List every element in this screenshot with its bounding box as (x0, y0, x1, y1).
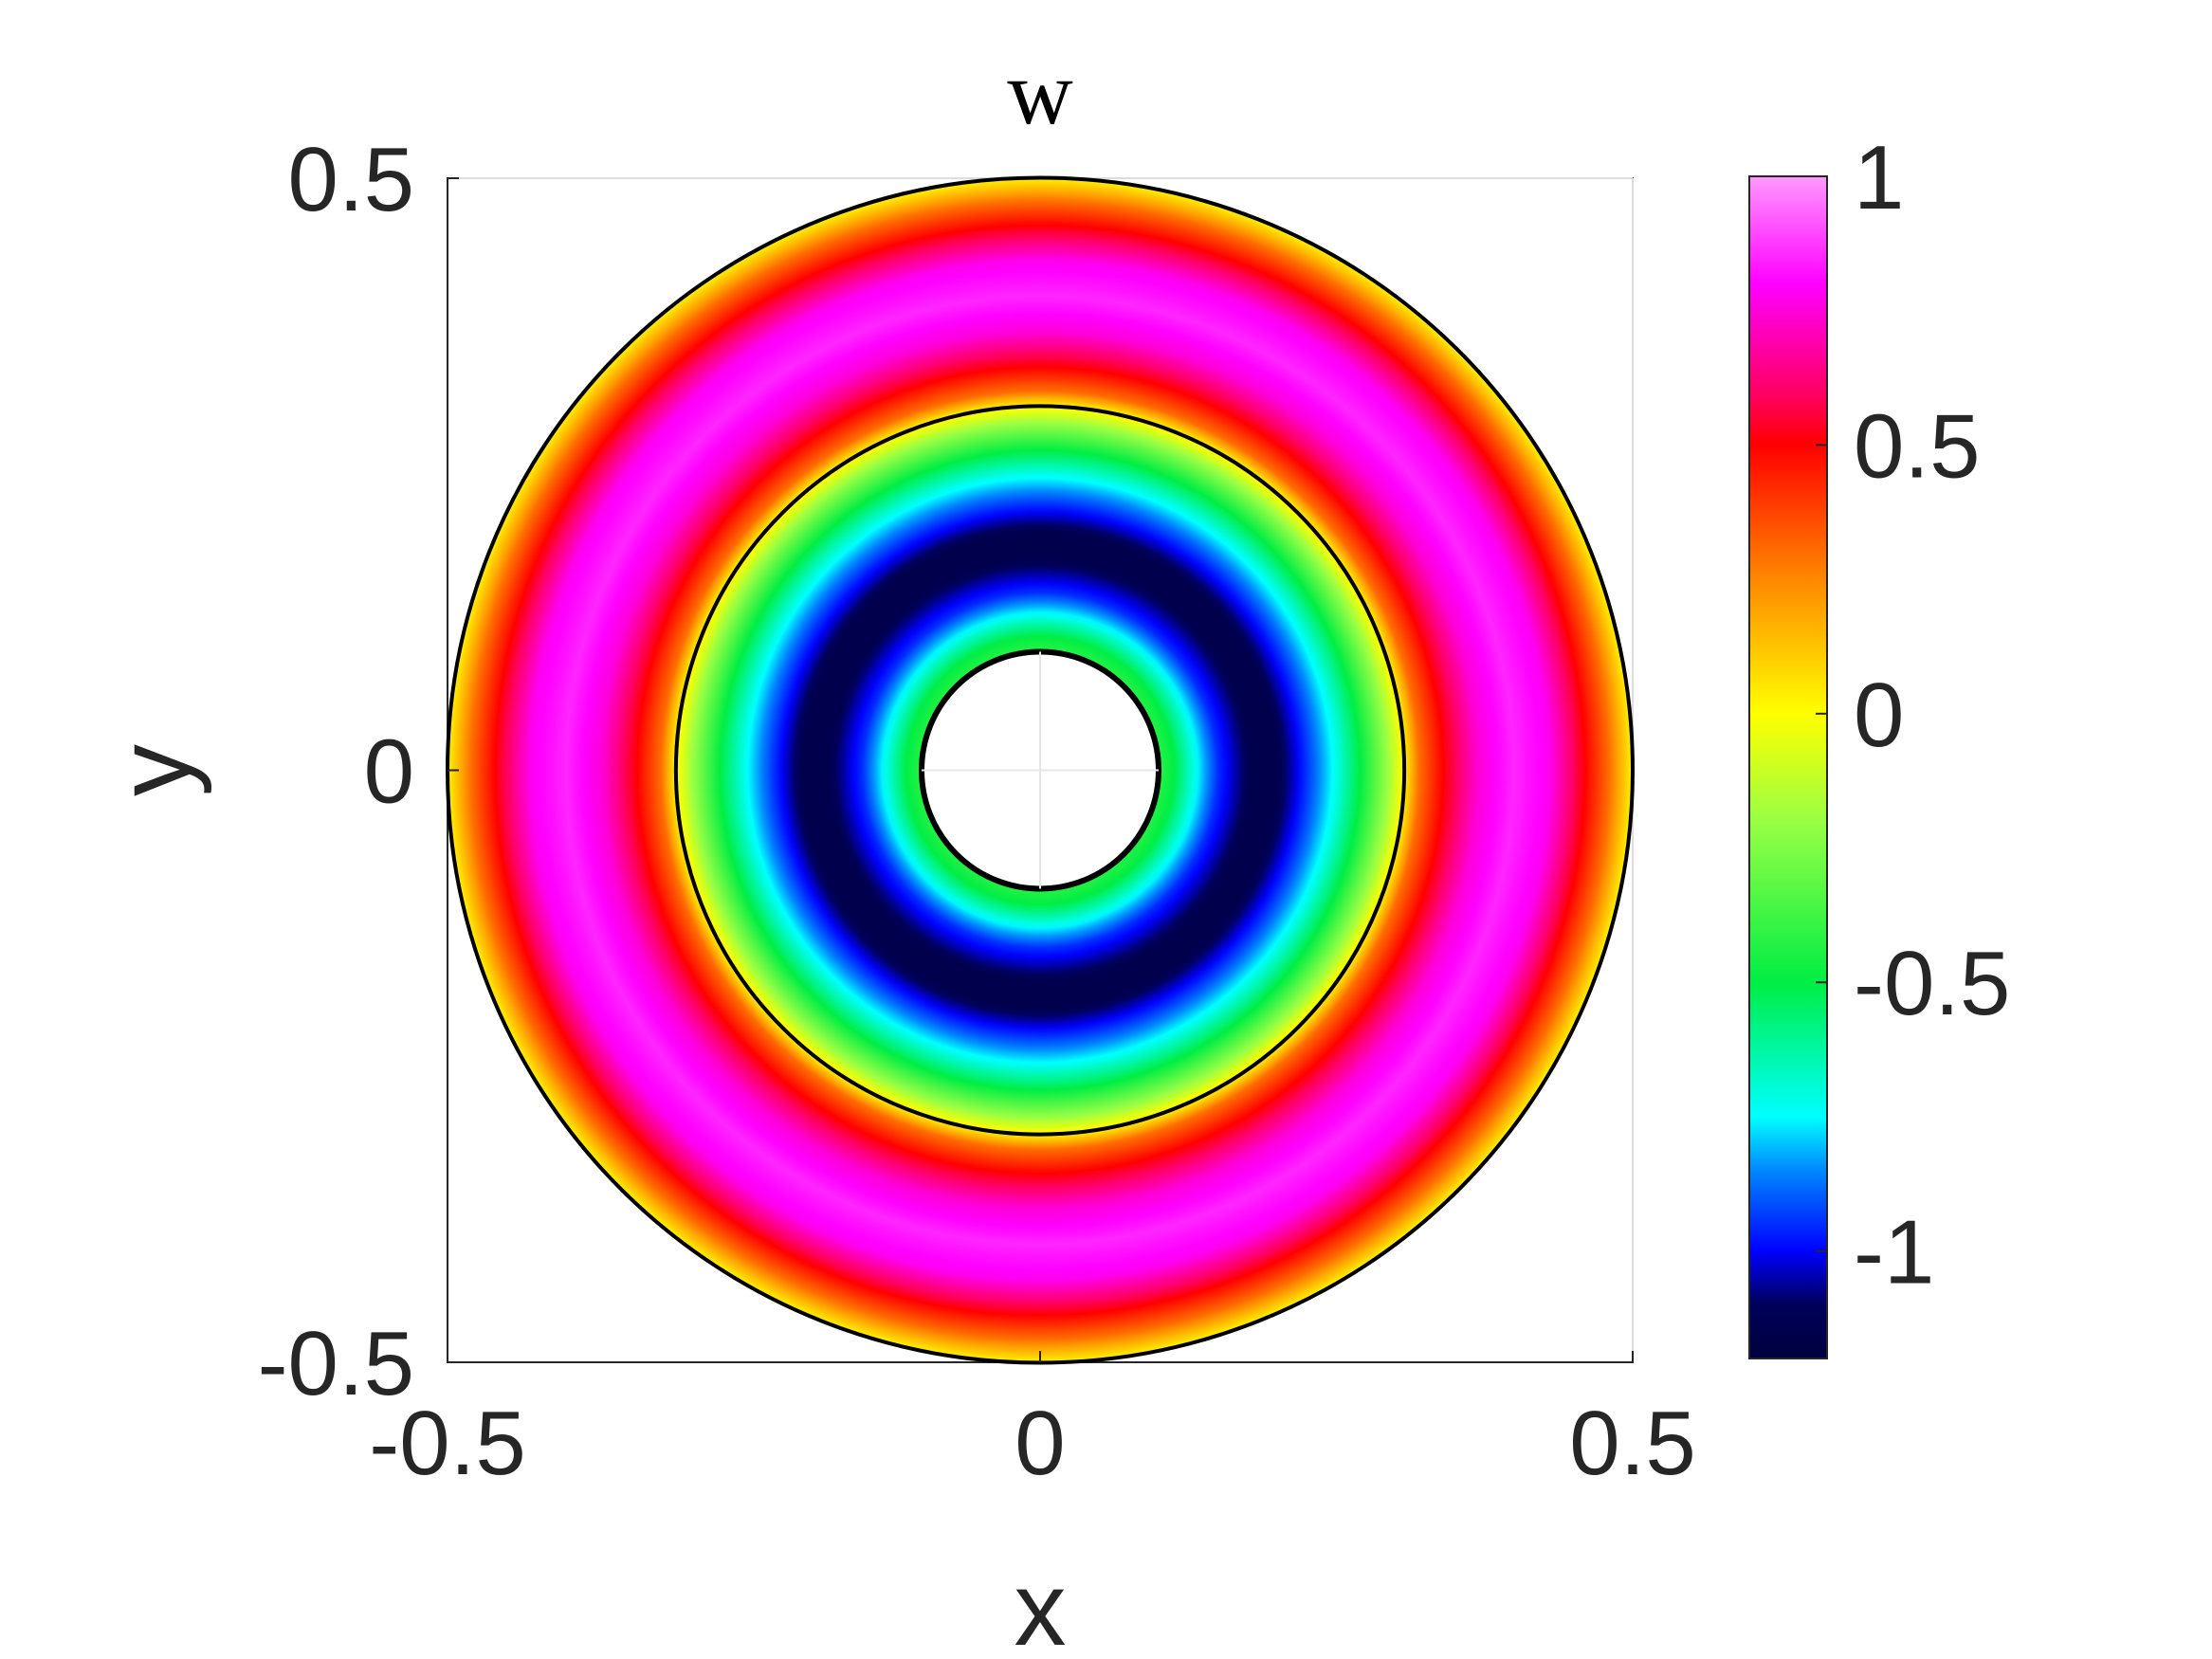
colorbar-tick-label-0: -1 (1854, 1202, 1934, 1304)
x-tick-label-0: -0.5 (369, 1393, 525, 1494)
y-tick-label-1: 0 (364, 721, 414, 823)
x-axis-label: x (1015, 1551, 1067, 1659)
colorbar-tick-label-4: 1 (1854, 127, 1904, 228)
y-tick-label-0: -0.5 (258, 1313, 414, 1414)
colorbar-tick-label-1: -0.5 (1854, 933, 2010, 1034)
colorbar-tick-label-2: 0 (1854, 665, 1904, 766)
colorbar-tick-label-3: 0.5 (1854, 395, 1980, 497)
x-tick-label-2: 0.5 (1569, 1393, 1695, 1494)
y-tick-label-2: 0.5 (288, 129, 414, 230)
y-axis-label: y (96, 744, 212, 796)
colorbar-gradient-bar (1748, 175, 1828, 1359)
plot-axes: -0.5 0 0.5 -0.5 0 0.5 (258, 129, 1696, 1494)
x-tick-label-1: 0 (1015, 1393, 1065, 1494)
annulus-field (446, 175, 1635, 1365)
interface-circle (673, 404, 1407, 1137)
colorbar-ticks: -1 -0.5 0 0.5 1 (1816, 127, 2010, 1304)
colorbar: -1 -0.5 0 0.5 1 (1748, 127, 2010, 1359)
axis-ticks: -0.5 0 0.5 -0.5 0 0.5 (258, 129, 1696, 1494)
chart-title: w (1007, 42, 1072, 143)
